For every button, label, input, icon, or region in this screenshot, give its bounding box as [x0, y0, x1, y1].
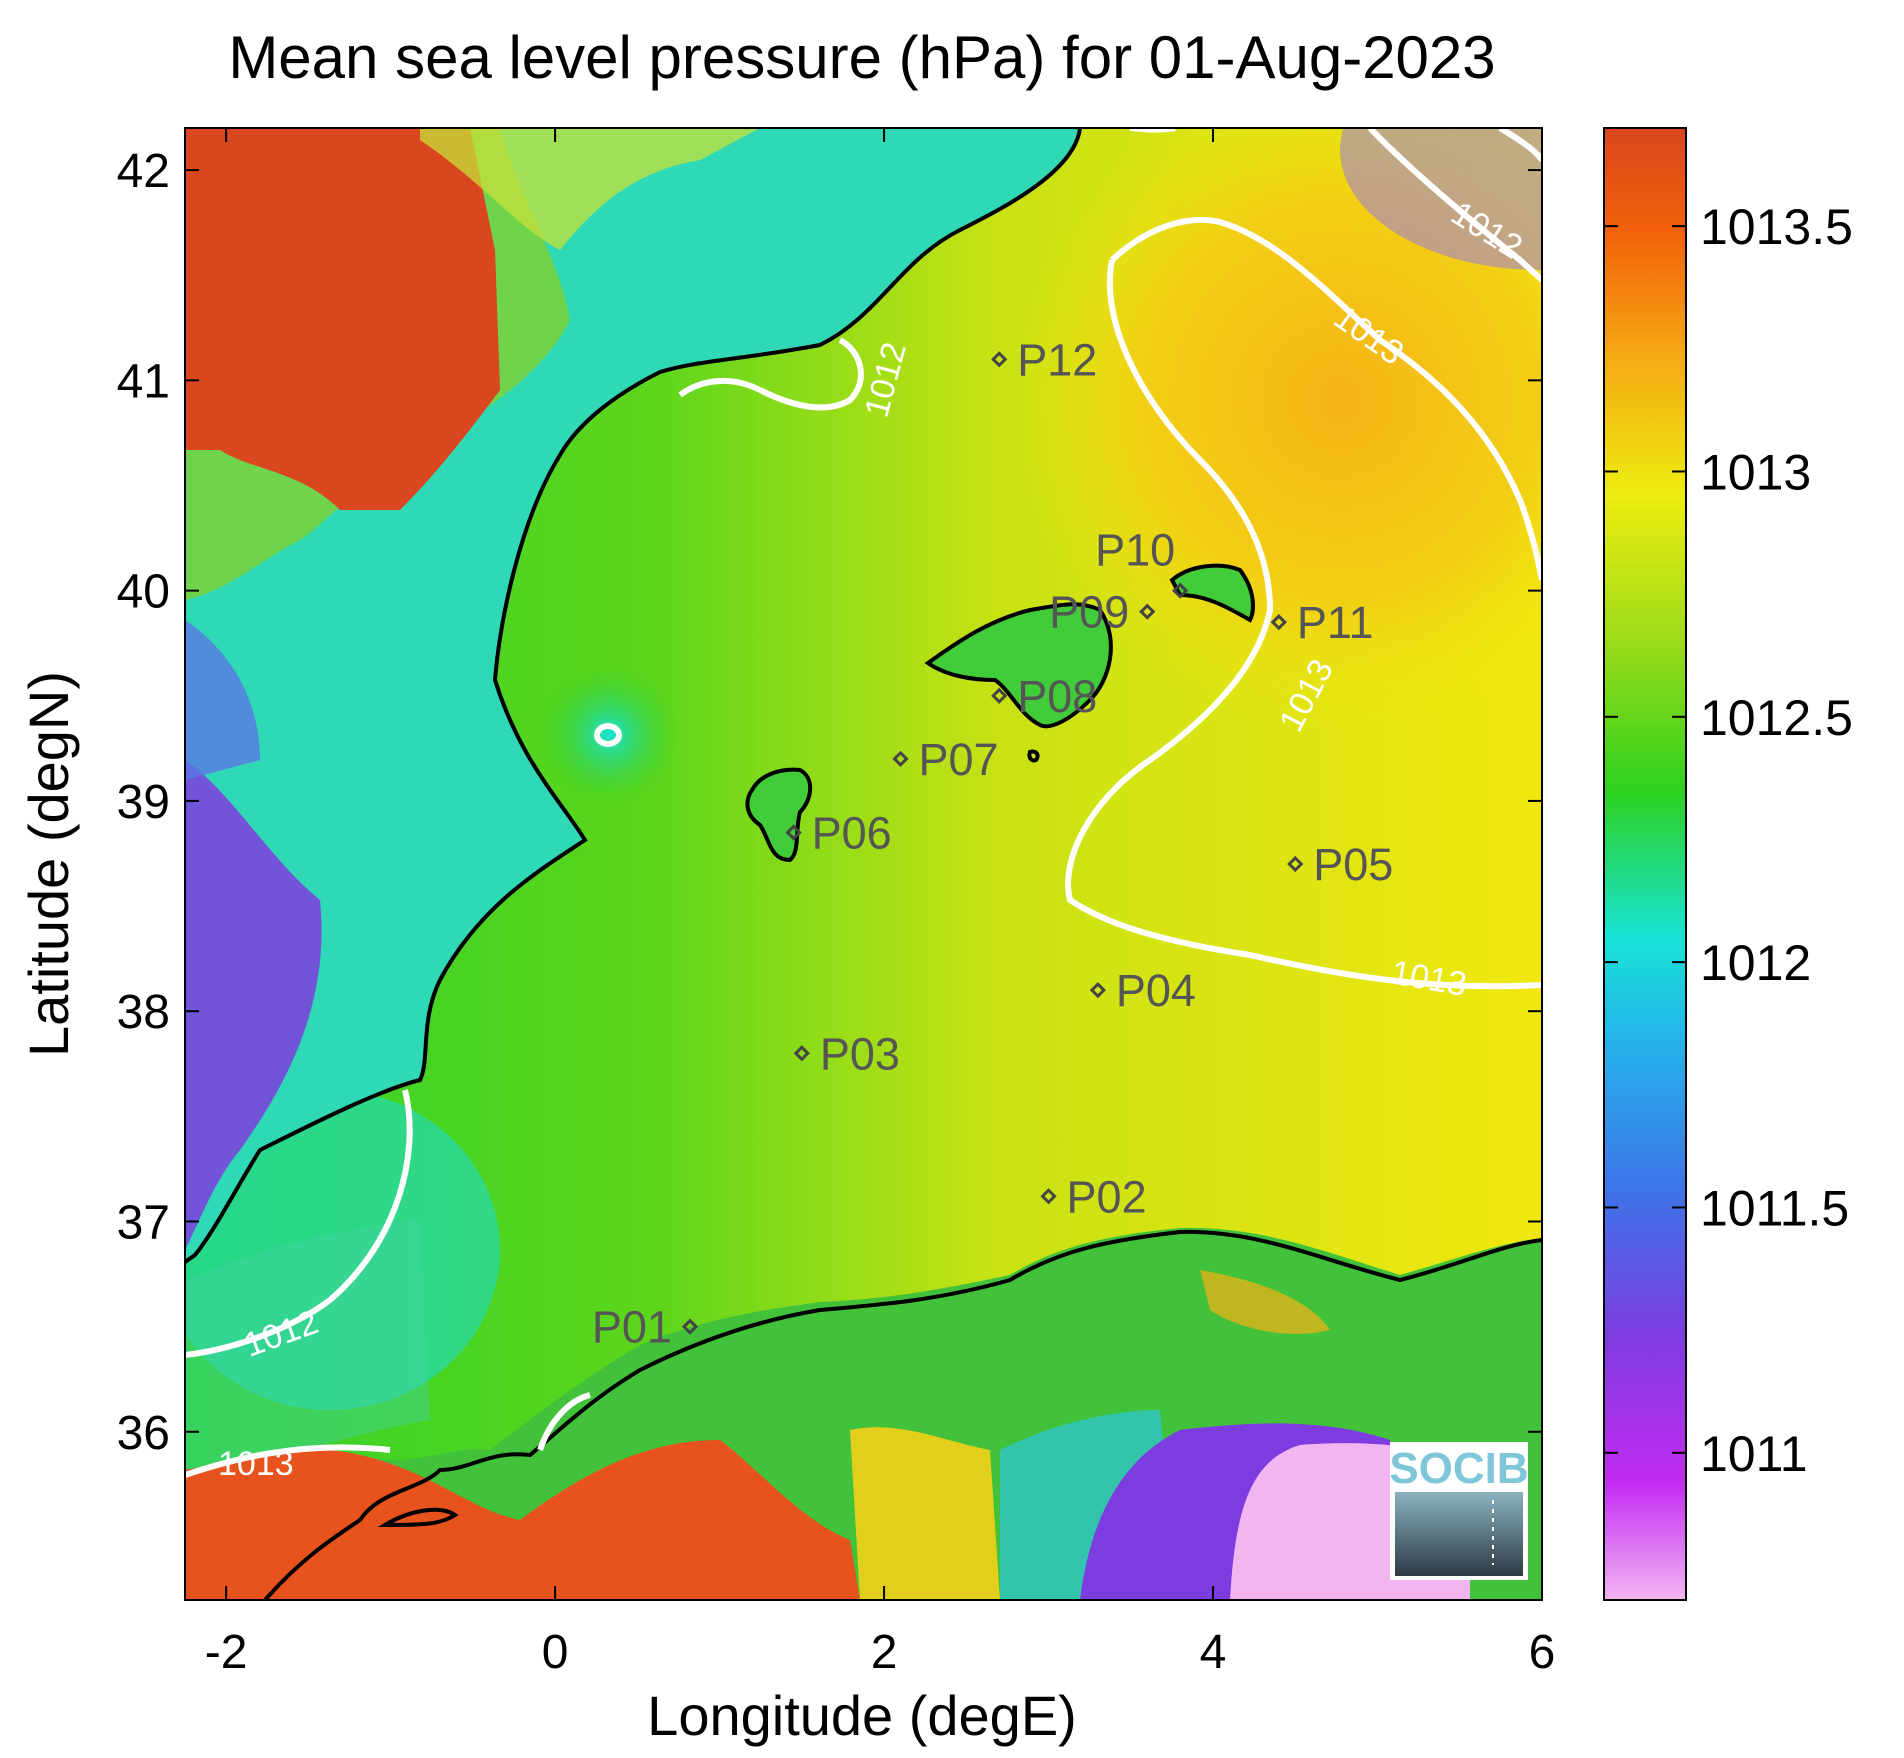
local-low-spot: [540, 665, 680, 805]
plot-frame: [184, 127, 1543, 1601]
y-tick-label: 37: [117, 1196, 170, 1249]
pressure-field: 1012 1013 1013 1012 1013 1013 1012 1013 …: [185, 128, 1542, 1600]
atlas-yellow-zone: [850, 1427, 1000, 1600]
cabrera-island: [1027, 749, 1040, 763]
x-tick-label: 6: [1529, 1626, 1556, 1679]
station-marker: [681, 1318, 699, 1335]
y-axis-label: Latitude (degN): [17, 671, 80, 1057]
station-label: P05: [1313, 839, 1393, 890]
station-label: P12: [1017, 334, 1097, 385]
contour-1013-east: [1065, 259, 1542, 990]
station-label: P02: [1067, 1171, 1147, 1222]
menorca-island: [1169, 563, 1255, 623]
station-p08: P08: [991, 671, 1097, 722]
station-p07: P07: [892, 734, 999, 785]
alboran-band: [185, 1220, 430, 1480]
contour-label: 1013: [218, 1445, 294, 1483]
station-p12: P12: [991, 334, 1097, 385]
y-tick-label: 39: [117, 776, 170, 829]
station-marker: [991, 351, 1008, 368]
meseta-high-zone: [185, 128, 500, 510]
logo-text: SOCIB: [1389, 1444, 1528, 1493]
station-p02: P02: [1040, 1171, 1147, 1222]
station-label: P07: [919, 734, 999, 785]
contour-1012-ebro: [678, 337, 864, 411]
x-axis-label: Longitude (degE): [647, 1684, 1077, 1747]
station-label: P08: [1017, 671, 1097, 722]
station-marker: [892, 750, 909, 767]
southwest-low-zone: [185, 1090, 500, 1410]
colorbar-ticks: 1011 1011.5 1012 1012.5 1013 1013.5: [1604, 199, 1853, 1482]
africa-coastline: [263, 1229, 1542, 1600]
socib-logo: SOCIB: [1389, 1442, 1529, 1580]
atlas-high-zone: [185, 1440, 860, 1600]
contour-ring: [594, 723, 622, 747]
isobar-contours: [185, 128, 1542, 1478]
station-marker: [1287, 855, 1304, 873]
station-marker: [1089, 982, 1107, 999]
contour-1013-southwest: [185, 1444, 391, 1478]
x-tick-label: 0: [542, 1626, 569, 1679]
station-p04: P04: [1089, 965, 1196, 1016]
iberia-coastline: [185, 128, 1082, 1264]
station-label: P01: [592, 1302, 672, 1353]
stations-layer: P01 P02 P03 P04 P05 P06 P07 P08 P09 P10 P11 P12: [592, 334, 1393, 1352]
station-marker: [1139, 603, 1156, 620]
station-marker: [1040, 1188, 1057, 1205]
y-tick-label: 36: [117, 1407, 170, 1460]
station-label: P03: [820, 1028, 900, 1079]
station-label: P04: [1116, 965, 1196, 1016]
logo-image: [1395, 1492, 1523, 1576]
tell-yellow-zone: [1200, 1270, 1330, 1334]
contour-1012-northeast: [1367, 128, 1542, 283]
station-marker: [793, 1045, 810, 1062]
colorbar-tick-label: 1012: [1700, 935, 1811, 991]
x-tick-label: 4: [1200, 1626, 1227, 1679]
colorbar: [1604, 128, 1686, 1600]
y-tick-label: 42: [117, 145, 170, 198]
colorbar-tick-label: 1013: [1700, 444, 1811, 500]
map-title: Mean sea level pressure (hPa) for 01-Aug…: [228, 24, 1495, 91]
contour-1012-southwest: [185, 1089, 413, 1358]
station-label: P09: [1049, 587, 1129, 638]
station-label: P10: [1095, 525, 1175, 576]
high-pressure-zone: [1010, 128, 1542, 730]
station-p06: P06: [785, 807, 892, 858]
colorbar-tick-label: 1012.5: [1700, 690, 1853, 746]
y-axis-ticks: 36 37 38 39 40 41 42: [117, 145, 1542, 1460]
x-tick-label: 2: [871, 1626, 898, 1679]
station-marker: [785, 824, 802, 841]
y-tick-label: 40: [117, 566, 170, 619]
station-marker: [991, 687, 1008, 704]
station-p11: P11: [1270, 597, 1374, 648]
station-label: P06: [812, 807, 892, 858]
iberia-blue-zone: [185, 620, 260, 780]
x-tick-label: -2: [205, 1626, 248, 1679]
station-p05: P05: [1287, 839, 1393, 890]
contour-1013-north: [1109, 216, 1542, 581]
mallorca-island: [924, 602, 1113, 729]
station-p10: P10: [1095, 525, 1189, 599]
colorbar-frame: [1603, 127, 1687, 1601]
iberia-low-zone: [185, 760, 322, 1250]
station-p09: P09: [1049, 587, 1156, 638]
colorbar-tick-label: 1013.5: [1700, 199, 1853, 255]
y-tick-label: 38: [117, 986, 170, 1039]
ebro-yellow-zone: [420, 128, 760, 250]
station-marker: [1172, 582, 1189, 599]
contour-1012-corner: [1498, 128, 1542, 162]
colorbar-tick-label: 1011: [1700, 1426, 1808, 1482]
y-tick-label: 41: [117, 355, 170, 408]
station-p03: P03: [793, 1028, 900, 1079]
x-axis-ticks: -2 0 2 4 6: [205, 128, 1556, 1679]
station-marker: [1270, 614, 1287, 631]
station-label: P11: [1297, 597, 1374, 648]
coast-islet: [377, 1507, 459, 1528]
station-p01: P01: [592, 1302, 699, 1353]
colorbar-tick-label: 1011.5: [1700, 1180, 1849, 1236]
contour-1013-alboran: [537, 1392, 591, 1451]
